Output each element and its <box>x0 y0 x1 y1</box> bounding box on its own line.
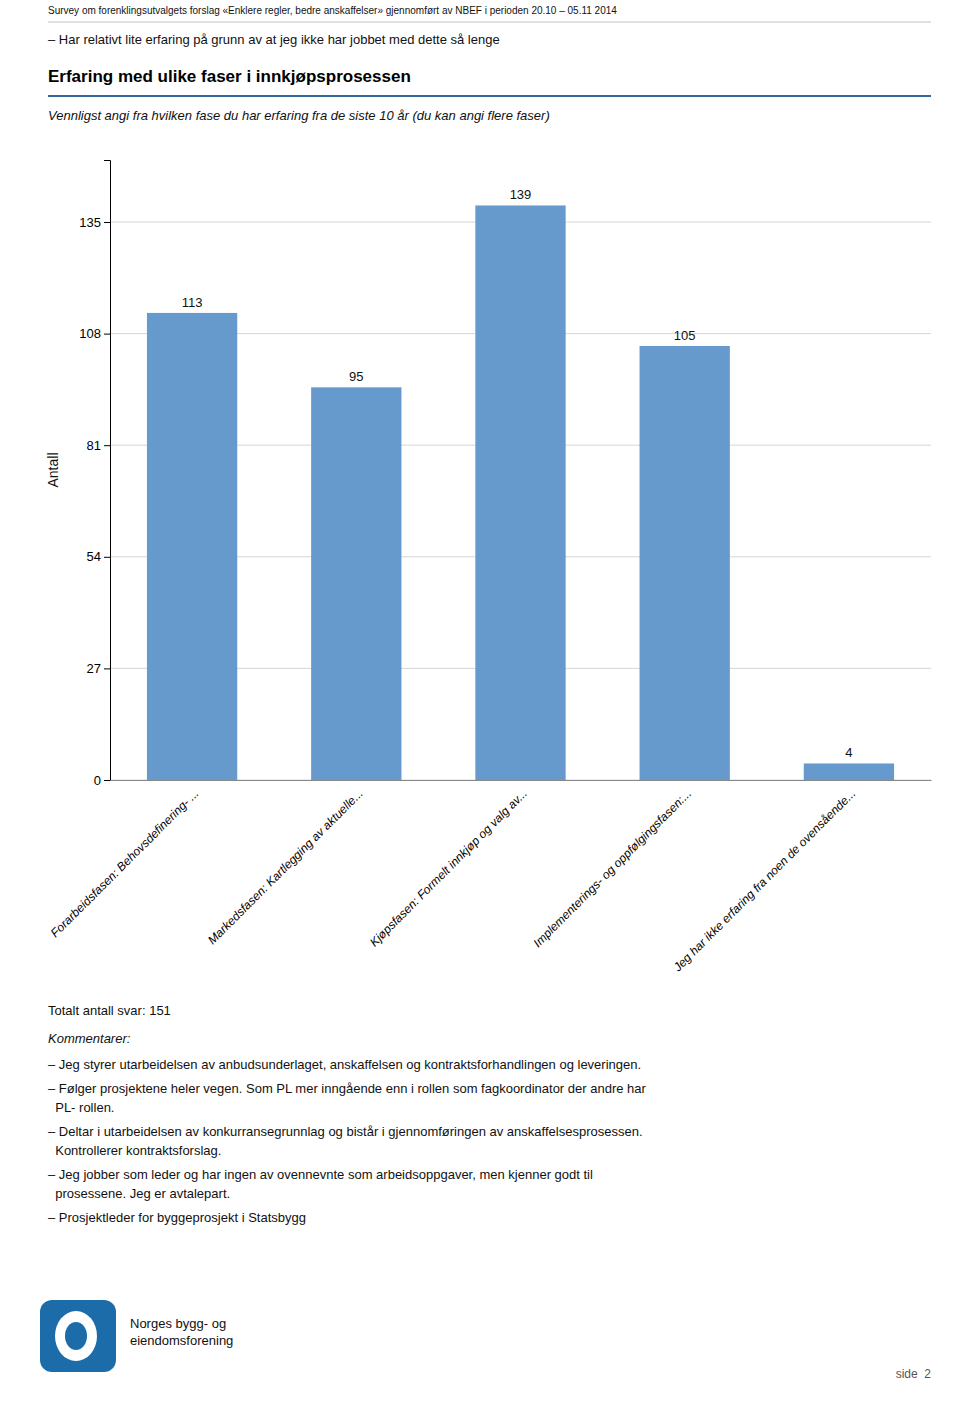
total: Totalt antall svar: 151 <box>48 1003 171 1018</box>
x-tick: Kjøpsfasen: Formelt innkjøp og valg av..… <box>367 786 530 949</box>
comment-line: – Jeg jobber som leder og har ingen av o… <box>48 1167 593 1182</box>
logo <box>40 1300 116 1372</box>
y-axis-line <box>104 161 111 781</box>
x-tick-label: Markedsfasen: Kartlegging av aktuelle... <box>205 786 366 947</box>
footer: side 2 <box>896 1367 932 1381</box>
y-tick: 0 <box>94 773 110 788</box>
x-tick: Markedsfasen: Kartlegging av aktuelle... <box>205 786 366 947</box>
bar <box>804 763 894 780</box>
comment-line: PL- rollen. <box>48 1100 114 1115</box>
comments-header: Kommentarer: <box>48 1031 131 1046</box>
data-label: 139 <box>510 187 532 202</box>
comments: – Jeg styrer utarbeidelsen av anbudsunde… <box>48 1057 647 1225</box>
data-label: 105 <box>674 328 696 343</box>
y-tick: 108 <box>79 326 110 341</box>
logo-core <box>65 1322 87 1350</box>
y-tick-mark <box>104 445 110 446</box>
logo-ring <box>55 1311 97 1361</box>
intro: – Har relativt lite erfaring på grunn av… <box>48 32 500 47</box>
bars <box>147 205 894 780</box>
y-tick-label: 135 <box>79 215 101 230</box>
header-rule <box>48 22 931 23</box>
header: Survey om forenklingsutvalgets forslag «… <box>48 5 617 16</box>
data-labels: 113 95 139 105 4 <box>182 187 853 760</box>
y-tick-label: 27 <box>87 661 101 676</box>
x-tick: Jeg har ikke erfaring fra noen de ovenså… <box>670 786 858 974</box>
y-tick-mark <box>104 557 110 558</box>
x-axis-line <box>111 780 932 781</box>
x-tick-label: Kjøpsfasen: Formelt innkjøp og valg av..… <box>367 786 530 949</box>
y-tick-mark <box>104 222 110 223</box>
title: Erfaring med ulike faser i innkjøpsprose… <box>48 67 411 86</box>
x-tick-label: Implementerings- og oppfølgingsfasen:... <box>531 786 695 950</box>
page: Survey om forenklingsutvalgets forslag «… <box>0 0 960 1401</box>
comment-line: – Deltar i utarbeidelsen av konkurranseg… <box>48 1124 643 1139</box>
comment-line: – Jeg styrer utarbeidelsen av anbudsunde… <box>48 1057 641 1072</box>
y-tick-label: 108 <box>79 326 101 341</box>
bar <box>147 313 237 780</box>
y-tick: 54 <box>87 549 110 564</box>
y-tick-mark <box>104 780 110 781</box>
bar <box>640 346 730 780</box>
comment-line: Kontrollerer kontraktsforslag. <box>48 1143 221 1158</box>
data-label: 95 <box>349 369 363 384</box>
y-tick-mark <box>104 334 110 335</box>
y-tick-label: 54 <box>87 549 101 564</box>
logo-text: eiendomsforening <box>130 1333 233 1348</box>
x-tick-label: Forarbeidsfasen: Behovsdefinering- ... <box>48 786 202 940</box>
y-tick: 135 <box>79 215 110 230</box>
data-label: 113 <box>182 295 203 310</box>
y-axis: 0 27 54 81 108 135 <box>79 161 110 788</box>
data-label: 4 <box>845 745 852 760</box>
y-tick-label: 81 <box>87 438 101 453</box>
comment-line: – Følger prosjektene heler vegen. Som PL… <box>48 1081 647 1096</box>
x-axis: Forarbeidsfasen: Behovsdefinering- ...Ma… <box>48 781 932 975</box>
y-tick-mark <box>104 668 110 669</box>
x-tick-label: Jeg har ikke erfaring fra noen de ovenså… <box>670 786 858 974</box>
logo-box <box>40 1300 116 1372</box>
x-tick: Implementerings- og oppfølgingsfasen:... <box>531 786 695 950</box>
logo-text: Norges bygg- og <box>130 1316 226 1331</box>
x-tick: Forarbeidsfasen: Behovsdefinering- ... <box>48 786 202 940</box>
bar <box>475 205 565 780</box>
subtitle: Vennligst angi fra hvilken fase du har e… <box>48 108 550 123</box>
y-tick: 27 <box>87 661 110 676</box>
comment-line: – Prosjektleder for byggeprosjekt i Stat… <box>48 1210 306 1225</box>
comment-line: prosessene. Jeg er avtalepart. <box>48 1186 230 1201</box>
y-tick: 81 <box>87 438 110 453</box>
chart: 0 27 54 81 108 135 Forarbeidsfasen: Behovsdefi… <box>45 161 932 975</box>
y-label: Antall <box>45 452 61 487</box>
title-rule <box>48 95 931 97</box>
y-tick-label: 0 <box>94 773 101 788</box>
bar <box>311 387 401 780</box>
